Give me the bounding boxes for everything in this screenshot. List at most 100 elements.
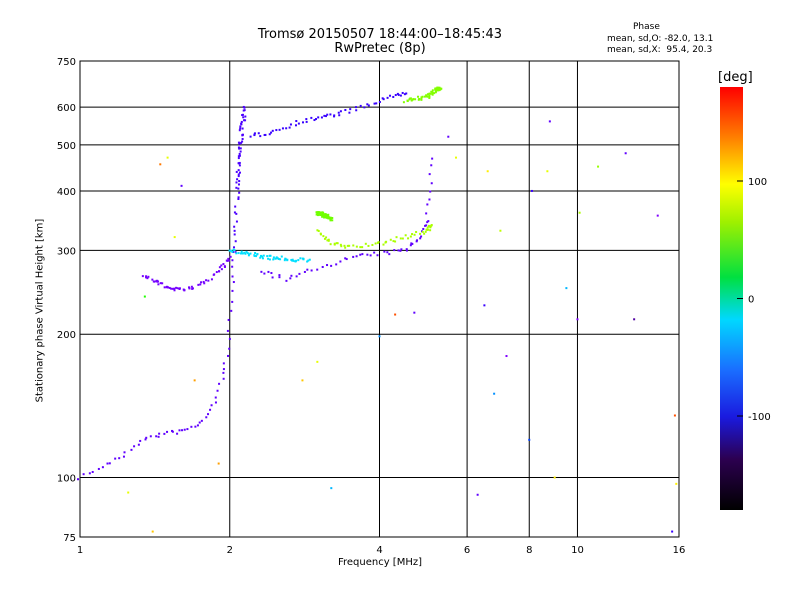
trace-point [326, 264, 329, 267]
trace-point [410, 242, 413, 245]
trace-point [336, 242, 339, 245]
trace-point [231, 300, 234, 303]
scatter-point [173, 236, 176, 239]
trace-point [238, 142, 241, 145]
scatter-point [483, 304, 486, 307]
trace-point [267, 270, 270, 273]
scatter-point [656, 214, 659, 217]
x-tick-label: 2 [227, 545, 233, 556]
trace-point [439, 88, 442, 91]
trace-point [392, 240, 395, 243]
trace-point [285, 127, 288, 130]
trace-point [278, 276, 281, 279]
trace-point [322, 235, 325, 238]
trace-point [407, 237, 410, 240]
trace-point [299, 257, 302, 260]
trace-point [409, 97, 412, 100]
trace-point [399, 94, 402, 97]
trace-point [419, 232, 422, 235]
trace-point [355, 255, 358, 258]
scatter-point [193, 379, 196, 382]
trace-point [133, 445, 136, 448]
trace-point [436, 86, 439, 89]
trace-point [230, 309, 233, 312]
trace-point [285, 279, 288, 282]
trace-point [225, 259, 228, 262]
trace-point [323, 215, 326, 218]
colorbar-tick-label: -100 [748, 412, 771, 423]
trace-point [141, 275, 144, 278]
trace-point [433, 92, 436, 95]
trace-point [438, 86, 441, 89]
trace-point [325, 236, 328, 239]
scatter-point [413, 311, 416, 314]
trace-point [429, 229, 432, 232]
trace-point [401, 237, 404, 240]
trace-point [253, 132, 256, 135]
trace-point [434, 87, 437, 90]
trace-point [322, 213, 325, 216]
trace-point [359, 104, 362, 107]
trace-point [401, 91, 404, 94]
trace-point [197, 283, 200, 286]
y-tick-label: 400 [57, 187, 76, 198]
trace-point [235, 212, 238, 215]
trace-point [241, 127, 244, 130]
trace-point [422, 227, 425, 230]
trace-point [88, 472, 91, 475]
scatter-point [528, 438, 531, 441]
trace-point [244, 115, 247, 118]
scatter-point [633, 318, 636, 321]
trace-point [423, 95, 426, 98]
colorbar-label: [deg] [718, 70, 753, 85]
scatter-point [673, 414, 676, 417]
trace-point [237, 175, 240, 178]
trace-point [417, 95, 420, 98]
trace-point [409, 235, 412, 238]
trace-point [237, 183, 240, 186]
trace-point [146, 277, 149, 280]
trace-point [329, 113, 332, 116]
trace-point [235, 220, 238, 223]
trace-point [101, 466, 104, 469]
trace-point [308, 258, 311, 261]
trace-point [269, 254, 272, 257]
trace-point [295, 259, 298, 262]
scatter-point [217, 462, 220, 465]
scatter-point [166, 156, 169, 159]
y-tick-label: 600 [57, 103, 76, 114]
trace-point [228, 249, 231, 252]
trace-point [315, 213, 318, 216]
y-tick-label: 500 [57, 141, 76, 152]
trace-point [291, 258, 294, 261]
trace-point [307, 259, 310, 262]
trace-point [430, 90, 433, 93]
trace-point [210, 404, 213, 407]
scatter-point [316, 360, 319, 363]
trace-point [405, 248, 408, 251]
trace-point [203, 282, 206, 285]
trace-point [205, 279, 208, 282]
trace-point [231, 265, 234, 268]
trace-point [386, 96, 389, 99]
trace-point [244, 119, 247, 122]
chart-title: Tromsø 20150507 18:44:00–18:45:43 [257, 27, 503, 42]
scatter-point [394, 313, 397, 316]
trace-point [158, 432, 161, 435]
trace-point [275, 129, 278, 132]
x-tick-label: 6 [464, 545, 470, 556]
trace-point [231, 250, 234, 253]
trace-point [349, 108, 352, 111]
trace-point [202, 280, 205, 283]
trace-point [230, 249, 233, 252]
trace-point [238, 129, 241, 132]
trace-point [424, 230, 427, 233]
trace-point [389, 238, 392, 241]
trace-point [237, 173, 240, 176]
scatter-point [576, 318, 579, 321]
trace-point [414, 98, 417, 101]
trace-point [261, 257, 264, 260]
trace-point [176, 432, 179, 435]
trace-point [421, 95, 424, 98]
trace-point [272, 256, 275, 259]
